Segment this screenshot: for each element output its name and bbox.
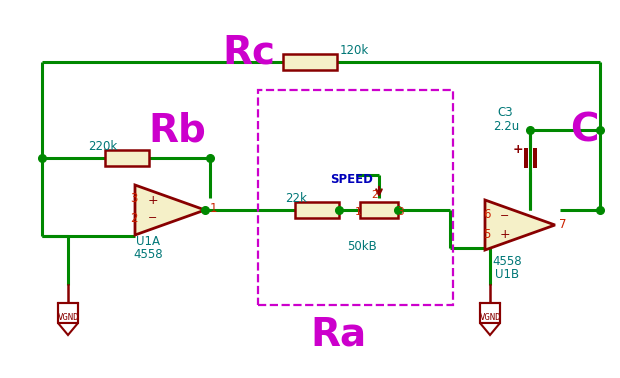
- Text: Rc: Rc: [222, 33, 275, 71]
- Text: 4558: 4558: [133, 248, 163, 261]
- Text: 220k: 220k: [88, 141, 117, 153]
- Text: +: +: [513, 143, 524, 156]
- Bar: [480, 303, 500, 323]
- Text: VGND: VGND: [479, 313, 501, 322]
- Text: U1B: U1B: [495, 268, 519, 281]
- Bar: [258, 90, 453, 305]
- Bar: [295, 202, 339, 218]
- Text: 50kB: 50kB: [347, 240, 377, 254]
- Bar: [58, 303, 78, 323]
- Text: 120k: 120k: [340, 43, 370, 56]
- Bar: [533, 148, 536, 168]
- Text: 1: 1: [210, 203, 218, 215]
- Text: 3: 3: [397, 207, 404, 217]
- Text: 3: 3: [130, 192, 138, 204]
- Text: Rb: Rb: [148, 111, 206, 149]
- Text: 5: 5: [484, 228, 490, 242]
- Polygon shape: [485, 200, 555, 250]
- Text: VGND: VGND: [57, 313, 79, 322]
- Text: 2: 2: [371, 190, 378, 200]
- Text: +: +: [148, 194, 159, 206]
- Bar: [523, 148, 528, 168]
- Text: 2: 2: [130, 212, 138, 225]
- Polygon shape: [58, 323, 78, 335]
- Text: +: +: [500, 228, 511, 242]
- Text: −: −: [148, 213, 157, 223]
- Text: −: −: [500, 211, 510, 221]
- Polygon shape: [480, 323, 500, 335]
- Text: 2.2u: 2.2u: [493, 121, 520, 133]
- Text: 22k: 22k: [285, 192, 307, 204]
- Text: 7: 7: [559, 217, 567, 231]
- Text: C: C: [570, 111, 598, 149]
- Text: U1A: U1A: [136, 235, 160, 248]
- Text: SPEED: SPEED: [330, 173, 373, 186]
- Bar: [283, 54, 337, 70]
- Polygon shape: [135, 185, 205, 235]
- Bar: [105, 150, 149, 166]
- Text: Ra: Ra: [310, 316, 366, 354]
- Text: C3: C3: [497, 107, 513, 119]
- Text: 1: 1: [355, 207, 361, 217]
- Text: 6: 6: [483, 209, 491, 222]
- Bar: [360, 202, 398, 218]
- Text: 4558: 4558: [492, 255, 522, 268]
